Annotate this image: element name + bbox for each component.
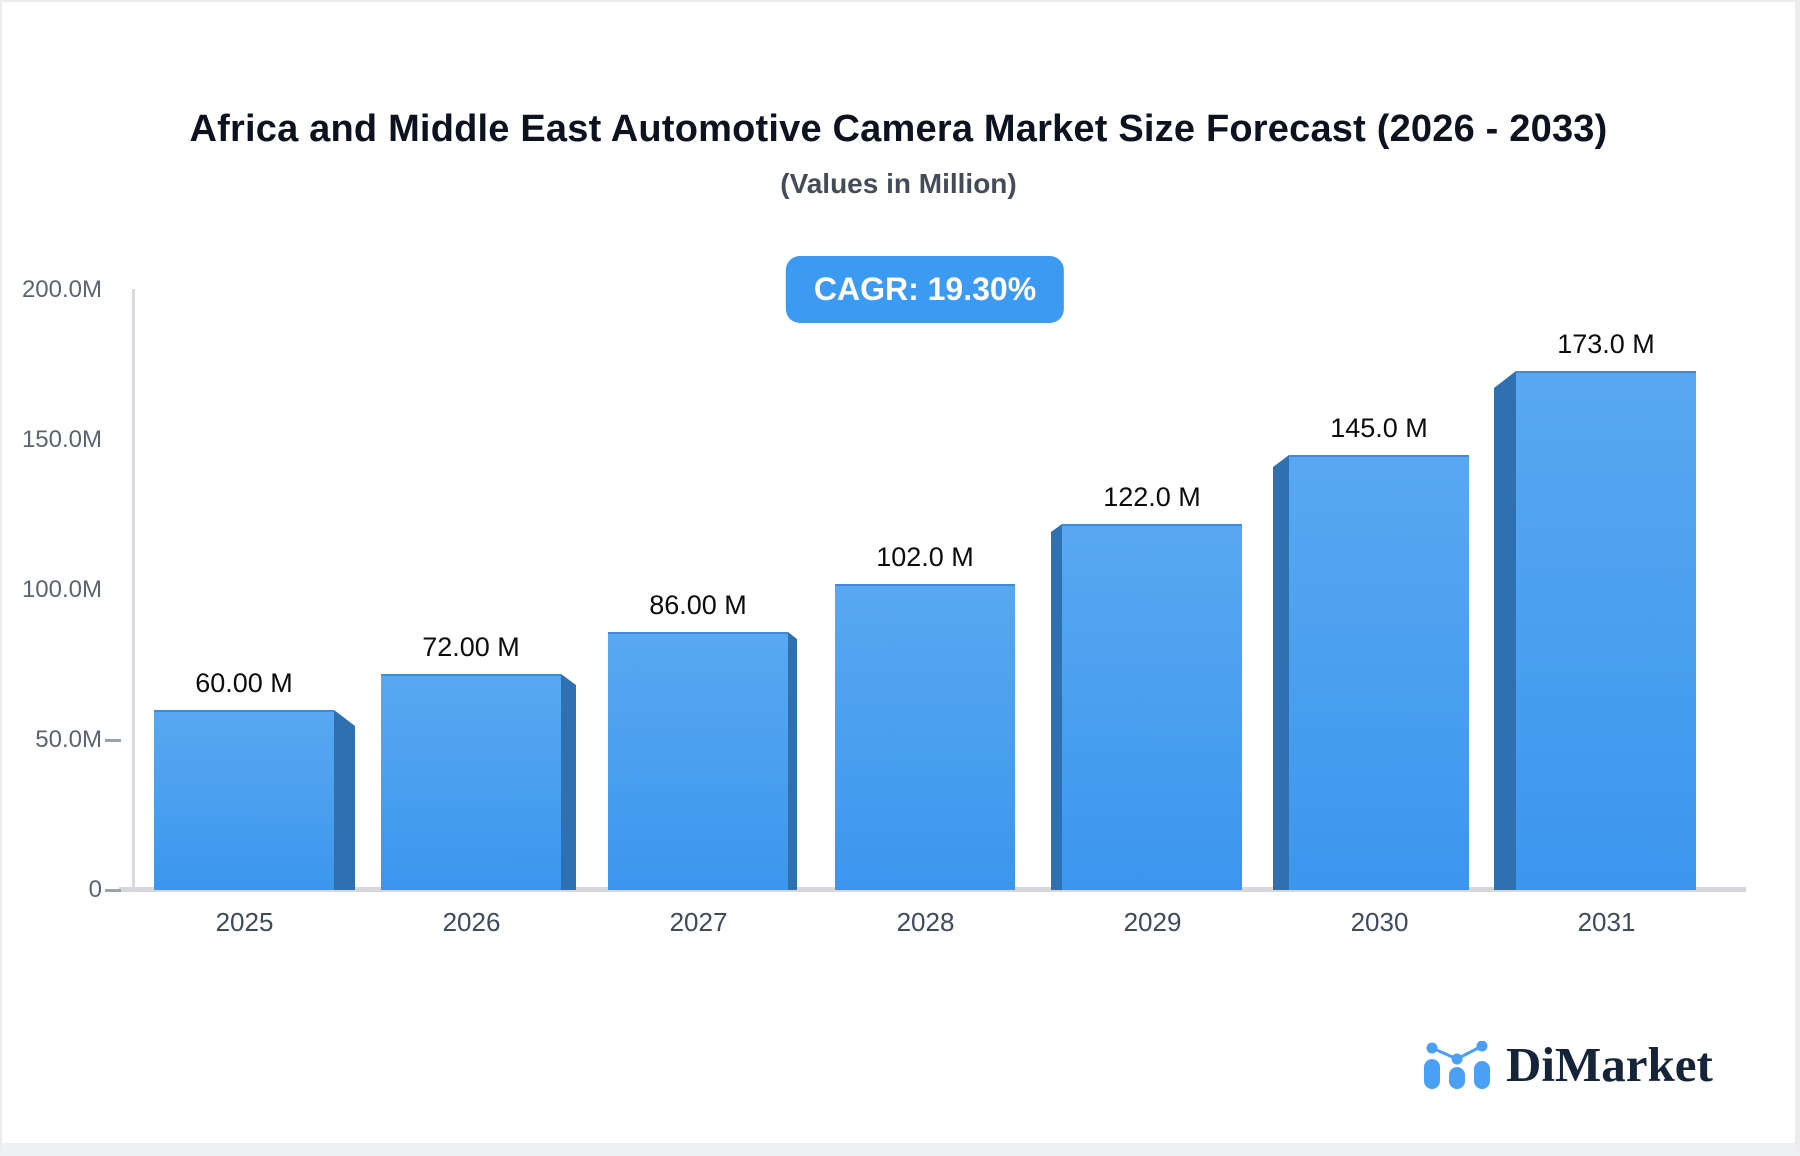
y-tick-label: 100.0M [21,576,102,603]
bar-3d-side-2026 [561,674,576,890]
bar-2027 [608,632,788,890]
x-tick-label-2029: 2029 [1123,907,1182,937]
bar-3d-side-2027 [788,632,797,890]
y-tick-dash [105,739,121,742]
brand-logo: DiMarket [1424,1040,1713,1089]
bar-3d-side-2031 [1494,371,1516,890]
bar-3d-side-2025 [334,710,355,890]
chart-title: Africa and Middle East Automotive Camera… [189,108,1608,150]
bar-value-label: 72.00 M [422,632,520,662]
x-tick-label-2027: 2027 [669,907,728,937]
bar-value-label: 86.00 M [649,590,747,620]
bar-value-label: 145.0 M [1330,413,1428,443]
x-tick-label-2031: 2031 [1577,907,1636,937]
y-tick-label: 200.0M [21,276,102,303]
cagr-badge: CAGR: 19.30% [785,256,1065,323]
bar-3d-side-2029 [1051,524,1062,890]
bar-value-label: 122.0 M [1103,482,1201,512]
x-tick-label-2030: 2030 [1350,907,1409,937]
bar-2028 [835,584,1015,890]
y-tick-label: 150.0M [21,426,102,453]
y-tick-dash [105,889,121,892]
bar-value-label: 173.0 M [1557,329,1655,359]
x-tick-label-2026: 2026 [442,907,501,937]
bar-2030 [1289,455,1469,890]
x-tick-label-2028: 2028 [896,907,955,937]
y-axis-line [132,289,135,890]
bar-2031 [1516,371,1696,890]
bar-2029 [1062,524,1242,890]
bar-2025 [154,710,334,890]
bar-value-label: 60.00 M [195,668,293,698]
bar-chart-trend-logo-icon [1424,1040,1490,1089]
chart-subtitle: (Values in Million) [780,168,1017,199]
bar-3d-side-2030 [1273,455,1289,890]
bar-value-label: 102.0 M [876,542,974,572]
bar-2026 [381,674,561,890]
x-tick-label-2025: 2025 [215,907,274,937]
brand-name: DiMarket [1506,1037,1713,1092]
y-tick-label: 0 [88,876,102,903]
y-tick-label: 50.0M [35,726,102,753]
